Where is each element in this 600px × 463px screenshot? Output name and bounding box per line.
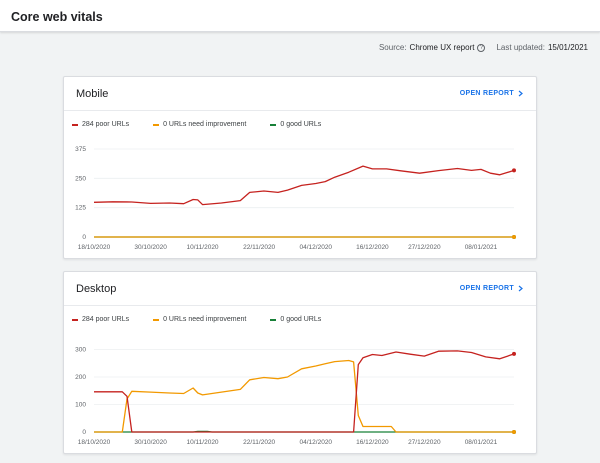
open-report-button[interactable]: OPEN REPORT (460, 285, 524, 292)
y-tick-label: 250 (75, 175, 86, 182)
x-tick-label: 10/11/2020 (187, 439, 219, 446)
y-tick-label: 0 (82, 429, 86, 436)
desktop-card: Desktop OPEN REPORT 284 poor URLs 0 URLs… (63, 271, 537, 454)
legend-swatch (270, 318, 277, 321)
card-title: Desktop (76, 283, 117, 295)
series-endpoint-poor-urls[interactable] (512, 351, 516, 356)
legend-item-good[interactable]: 0 good URLs (270, 121, 321, 128)
legend-item-good[interactable]: 0 good URLs (270, 316, 321, 323)
series-line-needs-improvement-urls[interactable] (94, 359, 514, 433)
legend-item-needs-improvement[interactable]: 0 URLs need improvement (153, 121, 246, 128)
legend-item-needs-improvement[interactable]: 0 URLs need improvement (153, 316, 246, 323)
source-value: Chrome UX report (409, 43, 475, 52)
series-endpoint-needs-improvement-urls[interactable] (512, 235, 516, 239)
legend-swatch (270, 123, 277, 126)
y-tick-label: 375 (75, 146, 86, 153)
x-tick-label: 27/12/2020 (408, 439, 441, 446)
legend-label: 284 poor URLs (82, 316, 130, 323)
y-tick-label: 125 (75, 205, 86, 212)
chart-legend: 284 poor URLs 0 URLs need improvement 0 … (72, 121, 321, 128)
legend-item-poor[interactable]: 284 poor URLs (72, 121, 129, 128)
x-tick-label: 08/01/2021 (465, 244, 498, 251)
legend-label: 0 URLs need improvement (163, 316, 247, 323)
legend-item-poor[interactable]: 284 poor URLs (72, 316, 129, 323)
x-tick-label: 08/01/2021 (465, 439, 498, 446)
chevron-right-icon (518, 285, 523, 292)
y-tick-label: 300 (75, 347, 86, 354)
chart-legend: 284 poor URLs 0 URLs need improvement 0 … (72, 316, 321, 323)
legend-label: 0 good URLs (280, 121, 322, 128)
report-meta: Source: Chrome UX report ? Last updated:… (379, 43, 588, 52)
x-tick-label: 22/11/2020 (243, 439, 275, 446)
card-header: Desktop OPEN REPORT (64, 272, 536, 306)
mobile-chart: 0 125 250 375 18/10/2020 30/10/2020 10/11/2020… (75, 146, 516, 251)
series-endpoint-needs-improvement-urls[interactable] (512, 430, 516, 434)
legend-swatch (72, 123, 78, 126)
x-tick-label: 18/10/2020 (78, 439, 111, 446)
desktop-chart: 0 100 200 300 18/10/2020 30/10/2020 10/11/2020… (75, 347, 516, 446)
x-tick-label: 30/10/2020 (134, 244, 167, 251)
y-tick-label: 0 (82, 234, 86, 241)
chevron-right-icon (518, 90, 523, 97)
last-updated-label: Last updated: (496, 43, 545, 52)
x-tick-label: 30/10/2020 (134, 439, 167, 446)
legend-label: 0 URLs need improvement (163, 121, 247, 128)
x-tick-label: 04/12/2020 (300, 439, 333, 446)
open-report-label: OPEN REPORT (459, 90, 514, 97)
legend-swatch (153, 318, 160, 321)
app-header: Core web vitals (0, 0, 600, 32)
x-tick-label: 18/10/2020 (78, 244, 111, 251)
mobile-card: Mobile OPEN REPORT 284 poor URLs 0 URLs … (63, 76, 537, 259)
legend-swatch (153, 123, 160, 126)
series-endpoint-poor-urls[interactable] (512, 168, 516, 173)
card-title: Mobile (76, 88, 109, 100)
card-header: Mobile OPEN REPORT (64, 77, 536, 111)
source-label: Source: (378, 43, 407, 52)
series-line-poor-urls[interactable] (94, 350, 515, 433)
open-report-label: OPEN REPORT (459, 285, 514, 292)
x-tick-label: 04/12/2020 (300, 244, 333, 251)
x-tick-label: 10/11/2020 (187, 244, 219, 251)
open-report-button[interactable]: OPEN REPORT (460, 90, 524, 97)
x-tick-label: 22/11/2020 (243, 244, 275, 251)
legend-swatch (72, 318, 78, 321)
help-icon[interactable]: ? (477, 43, 486, 52)
x-tick-label: 16/12/2020 (356, 439, 389, 446)
legend-label: 284 poor URLs (82, 121, 130, 128)
x-tick-label: 16/12/2020 (356, 244, 389, 251)
legend-label: 0 good URLs (280, 316, 322, 323)
last-updated-value: 15/01/2021 (547, 43, 588, 52)
y-tick-label: 200 (75, 374, 86, 381)
series-line-poor-urls[interactable] (93, 165, 515, 206)
page-title: Core web vitals (11, 10, 103, 24)
y-tick-label: 100 (75, 402, 86, 409)
x-tick-label: 27/12/2020 (408, 244, 441, 251)
